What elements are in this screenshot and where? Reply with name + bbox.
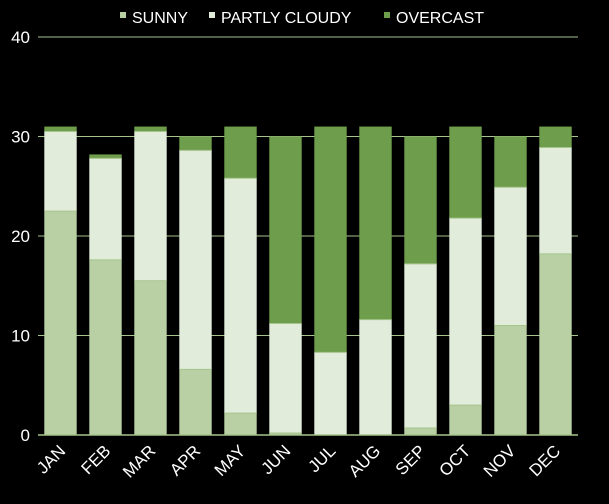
y-axis-tick-labels: 0 10 20 30 40: [11, 28, 30, 445]
legend-label: SUNNY: [132, 10, 188, 27]
x-tick-label: NOV: [480, 441, 520, 481]
bar-segment: [134, 126, 167, 132]
bar-segment: [179, 136, 212, 151]
x-tick-label: OCT: [436, 441, 475, 480]
bar-segment: [404, 428, 437, 435]
bar-segment: [359, 126, 392, 320]
legend-swatch: [384, 12, 390, 18]
bar-segment: [359, 319, 392, 435]
bar-segment: [539, 126, 572, 148]
bar-segment: [539, 253, 572, 435]
bar-segment: [449, 126, 482, 219]
y-tick-label: 30: [11, 128, 30, 147]
bar-segment: [269, 433, 302, 435]
bar-segment: [179, 150, 212, 370]
bar-segment: [89, 154, 122, 159]
legend-label: OVERCAST: [396, 10, 484, 27]
bar-segment: [134, 131, 167, 281]
bar-segment: [449, 405, 482, 435]
legend: SUNNY PARTLY CLOUDY OVERCAST: [120, 10, 484, 27]
x-axis-tick-labels: JAN FEB MAR APR MAY JUN JUL AUG SEP OCT NOV DEC: [33, 441, 564, 482]
bar-segment: [539, 147, 572, 254]
bar-segment: [134, 280, 167, 435]
y-tick-label: 40: [11, 28, 30, 47]
x-tick-label: SEP: [392, 441, 429, 478]
bar-segment: [314, 352, 347, 435]
bar-segment: [224, 126, 257, 179]
bar-segment: [89, 259, 122, 435]
bar-segment: [224, 413, 257, 435]
legend-swatch: [120, 12, 126, 18]
x-tick-label: AUG: [345, 441, 384, 480]
bar-segment: [269, 136, 302, 324]
x-tick-label: JAN: [33, 441, 69, 477]
bar-segment: [179, 369, 212, 435]
bar-segment: [494, 187, 527, 326]
bar-segment: [269, 323, 302, 434]
x-tick-label: DEC: [526, 441, 565, 480]
gridlines: [38, 36, 578, 336]
bar-segment: [89, 158, 122, 260]
y-tick-label: 10: [11, 327, 30, 346]
bar-segment: [494, 325, 527, 435]
bar-segment: [404, 136, 437, 264]
y-tick-label: 20: [11, 227, 30, 246]
legend-swatch: [209, 12, 215, 18]
bar-segment: [494, 136, 527, 188]
x-tick-label: MAR: [119, 441, 159, 481]
x-tick-label: MAY: [211, 441, 250, 480]
x-tick-label: FEB: [78, 441, 115, 478]
bar-segment: [44, 131, 77, 212]
bar-segment: [314, 126, 347, 353]
bar-segment: [449, 218, 482, 406]
bars: [44, 126, 572, 435]
x-tick-label: APR: [166, 441, 204, 479]
x-tick-label: JUL: [305, 441, 340, 476]
legend-label: PARTLY CLOUDY: [221, 10, 352, 27]
x-tick-label: JUN: [258, 441, 295, 478]
bar-segment: [224, 178, 257, 414]
bar-segment: [404, 263, 437, 429]
bar-segment: [44, 211, 77, 435]
bar-segment: [44, 126, 77, 132]
y-tick-label: 0: [21, 426, 30, 445]
